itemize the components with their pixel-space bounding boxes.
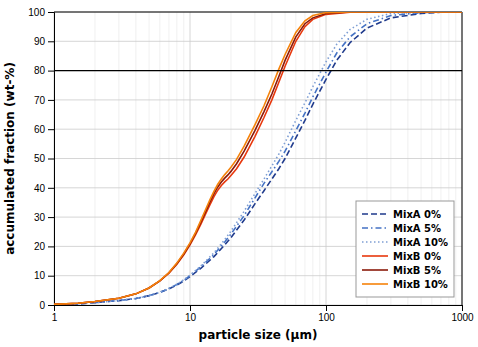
tick-mark xyxy=(48,246,54,247)
legend-label: MixA 0% xyxy=(393,209,441,220)
chart: 11010010000102030405060708090100MixA 0%M… xyxy=(0,0,478,347)
legend: MixA 0% MixA 5% MixA 10% MixB 0% MixB 5% MixB… xyxy=(356,201,454,297)
tick-mark xyxy=(48,12,54,13)
series-line xyxy=(54,12,462,305)
tick-label: 0 xyxy=(39,300,45,311)
x-axis-title: particle size (μm) xyxy=(199,328,318,342)
y-tick: 90 xyxy=(34,36,54,47)
legend-item: MixA 10% xyxy=(362,237,448,248)
tick-label: 10 xyxy=(185,312,197,323)
x-tick: 10 xyxy=(185,305,197,323)
legend-label: MixB 10% xyxy=(393,279,448,290)
tick-label: 30 xyxy=(34,212,46,223)
series-line xyxy=(54,12,462,305)
legend-label: MixB 5% xyxy=(393,265,441,276)
tick-mark xyxy=(48,305,54,306)
tick-mark xyxy=(48,41,54,42)
tick-mark xyxy=(48,159,54,160)
y-axis-title: accumulated fraction (wt-%) xyxy=(3,62,17,255)
tick-label: 80 xyxy=(34,65,46,76)
tick-mark xyxy=(326,305,327,311)
y-tick: 50 xyxy=(34,153,54,164)
grid-line xyxy=(54,41,462,42)
legend-item: MixA 5% xyxy=(362,223,441,234)
grid-line xyxy=(54,158,462,159)
y-tick: 80 xyxy=(34,65,54,76)
tick-label: 10 xyxy=(34,270,46,281)
series-line xyxy=(54,12,462,304)
tick-mark xyxy=(190,305,191,311)
y-axis: 0 10 20 30 40 50 60 70 80 90 100 xyxy=(28,7,54,311)
tick-label: 1000 xyxy=(451,312,474,323)
plot: 11010010000102030405060708090100MixA 0%M… xyxy=(28,7,474,323)
grid-line xyxy=(462,12,463,305)
tick-label: 20 xyxy=(34,241,46,252)
tick-label: 50 xyxy=(34,153,46,164)
grid xyxy=(54,12,462,305)
legend-swatch xyxy=(362,269,388,271)
tick-mark xyxy=(48,217,54,218)
legend-swatch xyxy=(362,227,388,229)
tick-mark xyxy=(48,188,54,189)
legend-item: MixA 0% xyxy=(362,209,441,220)
series-line xyxy=(54,12,462,305)
grid-line xyxy=(54,99,462,100)
y-tick: 0 xyxy=(39,300,54,311)
tick-label: 40 xyxy=(34,183,46,194)
legend-label: MixA 10% xyxy=(393,237,448,248)
series-line xyxy=(54,12,462,304)
tick-label: 90 xyxy=(34,36,46,47)
legend-swatch xyxy=(362,213,388,215)
tick-label: 100 xyxy=(28,7,45,18)
y-tick: 100 xyxy=(28,7,54,18)
y-tick: 20 xyxy=(34,241,54,252)
lines xyxy=(54,12,462,305)
grid-line xyxy=(54,70,462,71)
legend-item: MixB 5% xyxy=(362,265,441,276)
legend-item: MixB 10% xyxy=(362,279,448,290)
y-tick: 60 xyxy=(34,124,54,135)
tick-mark xyxy=(48,276,54,277)
y-tick: 40 xyxy=(34,183,54,194)
legend-box xyxy=(356,201,454,297)
axis-line xyxy=(48,13,55,306)
x-tick: 100 xyxy=(318,305,335,323)
tick-label: 60 xyxy=(34,124,46,135)
legend-swatch xyxy=(362,283,388,285)
tick-mark xyxy=(48,129,54,130)
y-tick: 70 xyxy=(34,95,54,106)
x-tick: 1 xyxy=(52,305,58,323)
series-line xyxy=(54,12,462,304)
tick-mark xyxy=(462,305,463,311)
x-tick: 1000 xyxy=(451,305,474,323)
tick-mark xyxy=(48,100,54,101)
legend-label: MixB 0% xyxy=(393,251,441,262)
y-tick: 30 xyxy=(34,212,54,223)
legend-label: MixA 5% xyxy=(393,223,441,234)
tick-label: 70 xyxy=(34,95,46,106)
frame xyxy=(462,12,463,305)
reference-line xyxy=(54,70,462,71)
y-tick: 10 xyxy=(34,270,54,281)
tick-mark xyxy=(48,71,54,72)
legend-swatch xyxy=(362,241,388,243)
axis-line xyxy=(55,306,463,312)
tick-label: 100 xyxy=(318,312,335,323)
legend-swatch xyxy=(362,255,388,257)
legend-item: MixB 0% xyxy=(362,251,441,262)
x-axis: 1 10 100 1000 xyxy=(52,305,474,323)
tick-label: 1 xyxy=(52,312,58,323)
